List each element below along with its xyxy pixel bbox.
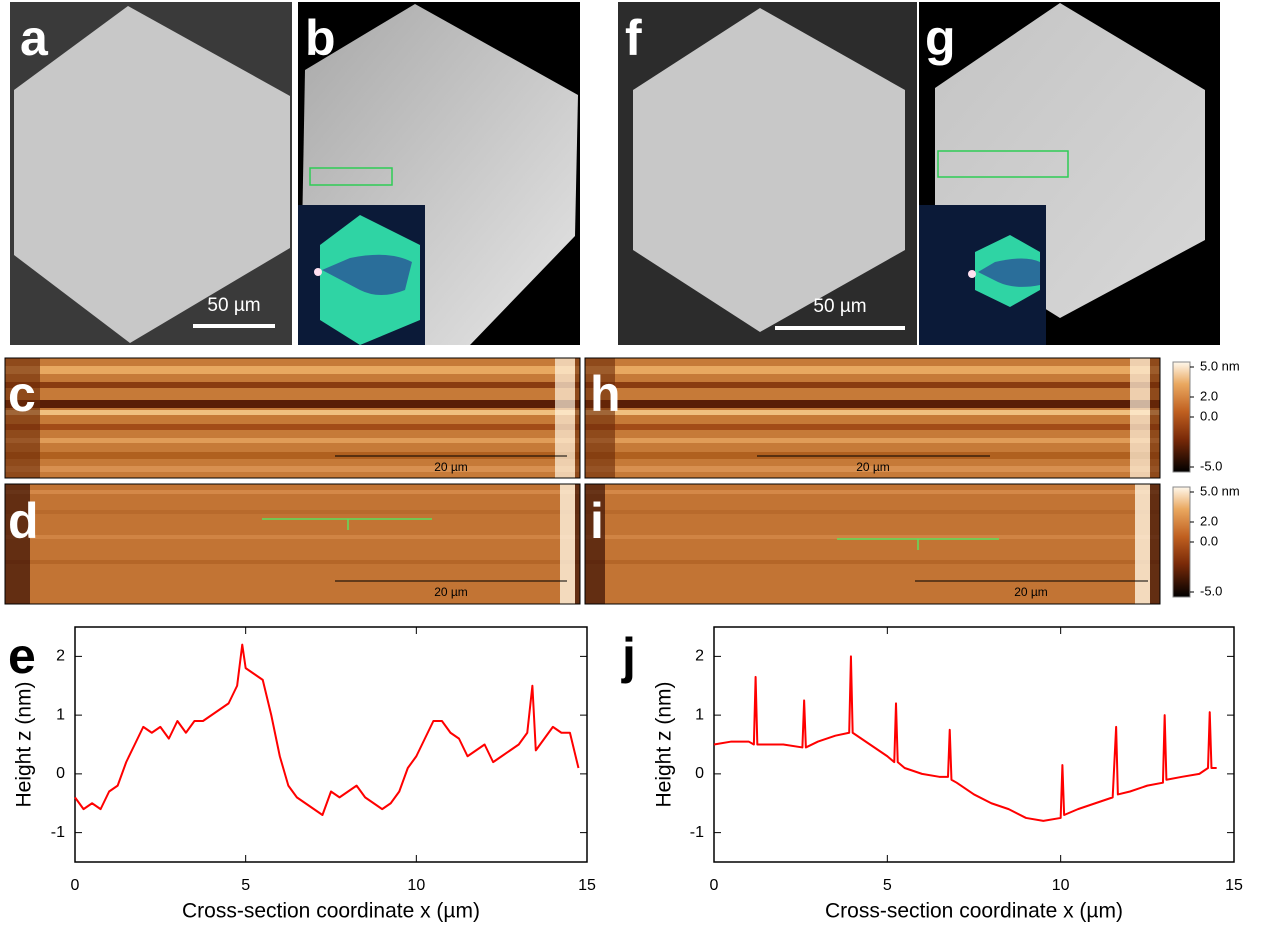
x-tick-label: 0 [710, 877, 719, 894]
colorbar-tick-label: 5.0 nm [1200, 358, 1240, 373]
colorbars: 5.0 nm 2.0 0.0 -5.0 5.0 nm 2.0 0.0 -5.0 [1172, 358, 1240, 598]
y-tick-label: 0 [695, 765, 704, 782]
panel-label: i [590, 493, 604, 549]
y-tick-label: 0 [56, 765, 65, 782]
x-tick-label: 10 [1052, 877, 1070, 894]
panel-label: d [8, 493, 39, 549]
plot-frame [74, 626, 588, 863]
hexagon [14, 6, 290, 343]
scale-bar-label: 20 µm [856, 460, 890, 474]
panel-label: e [8, 628, 36, 684]
y-tick-label: 1 [695, 706, 704, 723]
afm-image [4, 357, 581, 479]
scale-bar-label: 50 µm [813, 296, 866, 317]
x-tick-label: 10 [407, 877, 425, 894]
y-axis-label: Height z (nm) [13, 681, 36, 807]
colorbar [1172, 486, 1191, 598]
scale-bar-label: 20 µm [434, 585, 468, 599]
data-line [74, 643, 580, 816]
panel-label: h [590, 366, 621, 422]
panel-label: j [621, 628, 636, 684]
colorbar-tick-label: 0.0 [1200, 533, 1218, 548]
x-tick-label: 5 [241, 877, 250, 894]
inset-tip [978, 258, 1040, 287]
data-line [713, 655, 1217, 822]
roi-box [937, 150, 1069, 178]
colorbar-tick-label: 0.0 [1200, 408, 1218, 423]
panel-label: b [305, 10, 336, 66]
roi-box [309, 167, 393, 186]
colorbar-tick-label: 2.0 [1200, 513, 1218, 528]
inset-tip [322, 254, 412, 295]
colorbar-tick-label: 2.0 [1200, 388, 1218, 403]
panel-label: a [20, 10, 49, 66]
x-axis-label: Cross-section coordinate x (µm) [182, 900, 480, 923]
x-axis-label: Cross-section coordinate x (µm) [825, 900, 1123, 923]
afm-image [4, 483, 581, 605]
scale-bar-label: 20 µm [434, 460, 468, 474]
afm-image [584, 483, 1161, 605]
x-tick-label: 15 [1225, 877, 1243, 894]
y-tick-label: -1 [690, 824, 704, 841]
y-axis-label: Height z (nm) [653, 681, 676, 807]
y-tick-label: 2 [695, 648, 704, 665]
scale-bar-label: 50 µm [207, 295, 260, 316]
x-tick-label: 5 [883, 877, 892, 894]
colorbar-tick-label: -5.0 [1200, 458, 1222, 473]
y-tick-label: 2 [56, 648, 65, 665]
x-tick-label: 15 [578, 877, 596, 894]
afm-image [584, 357, 1161, 479]
laser-spot [314, 268, 322, 276]
colorbar-tick-label: -5.0 [1200, 583, 1222, 598]
panel-label: f [625, 10, 642, 66]
panel-label: c [8, 366, 36, 422]
x-tick-label: 0 [71, 877, 80, 894]
y-tick-label: 1 [56, 706, 65, 723]
colorbar [1172, 361, 1191, 473]
laser-spot [968, 270, 976, 278]
plot-frame [713, 626, 1235, 863]
colorbar-tick-label: 5.0 nm [1200, 483, 1240, 498]
y-tick-label: -1 [51, 824, 65, 841]
panel-label: g [925, 10, 956, 66]
hexagon [633, 8, 905, 332]
scale-bar-label: 20 µm [1014, 585, 1048, 599]
